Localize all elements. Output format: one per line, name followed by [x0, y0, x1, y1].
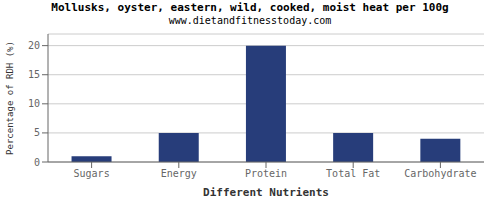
svg-text:Percentage of RDH (%): Percentage of RDH (%) — [8, 41, 15, 155]
svg-text:20: 20 — [28, 40, 40, 51]
svg-text:Sugars: Sugars — [74, 168, 110, 179]
svg-text:15: 15 — [28, 69, 40, 80]
svg-text:Carbohydrate: Carbohydrate — [404, 168, 476, 179]
svg-text:Energy: Energy — [161, 168, 197, 179]
html-text:Mollusks, oyster, eastern, wil: Mollusks, oyster, eastern, wild, cooked,… — [51, 1, 449, 14]
svg-text:Protein: Protein — [245, 168, 287, 179]
svg-text:0: 0 — [34, 157, 40, 168]
html-text:www.dietandfitnesstoday.com: www.dietandfitnesstoday.com — [168, 15, 332, 26]
svg-text:5: 5 — [34, 127, 40, 138]
svg-text:Different Nutrients: Different Nutrients — [203, 186, 329, 199]
svg-text:10: 10 — [28, 98, 40, 109]
svg-text:Total Fat: Total Fat — [326, 168, 380, 179]
